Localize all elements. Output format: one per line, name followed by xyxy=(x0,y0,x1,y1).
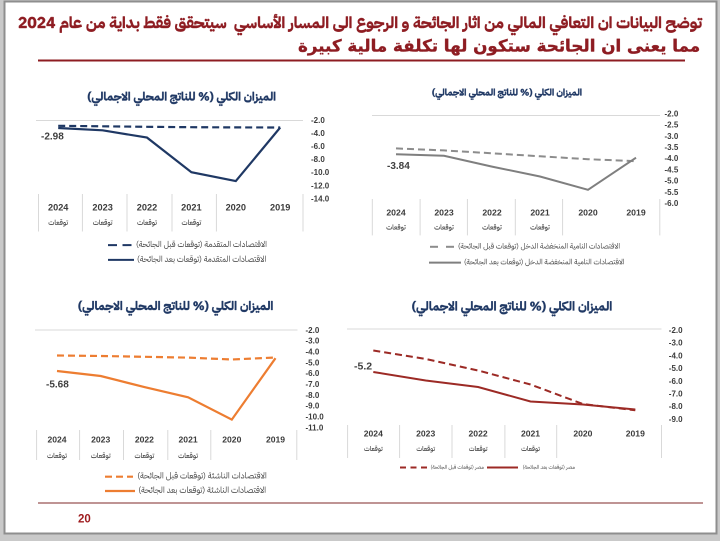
svg-text:2022: 2022 xyxy=(469,429,488,439)
svg-text:-2.0: -2.0 xyxy=(311,116,325,125)
svg-text:2023: 2023 xyxy=(434,208,453,218)
svg-text:-3.5: -3.5 xyxy=(665,143,679,152)
svg-text:-2.0: -2.0 xyxy=(665,109,679,118)
svg-text:2022: 2022 xyxy=(137,203,157,213)
svg-text:2019: 2019 xyxy=(266,435,285,445)
svg-text:2020: 2020 xyxy=(222,435,241,445)
svg-text:-4.0: -4.0 xyxy=(311,129,325,138)
svg-text:2023: 2023 xyxy=(92,203,112,213)
svg-text:-3.84: -3.84 xyxy=(387,161,410,172)
svg-text:2024: 2024 xyxy=(386,208,405,218)
svg-text:2024: 2024 xyxy=(48,203,69,213)
svg-text:-5.68: -5.68 xyxy=(46,380,69,391)
svg-text:-6.0: -6.0 xyxy=(665,199,679,208)
svg-text:-5.5: -5.5 xyxy=(665,188,679,197)
svg-text:2019: 2019 xyxy=(626,429,645,439)
svg-text:-8.0: -8.0 xyxy=(669,402,683,411)
svg-text:2024: 2024 xyxy=(47,435,66,445)
svg-text:-3.0: -3.0 xyxy=(665,132,679,141)
svg-text:-11.0: -11.0 xyxy=(306,423,324,432)
svg-text:-5.0: -5.0 xyxy=(306,358,320,367)
svg-text:-7.0: -7.0 xyxy=(669,390,683,399)
svg-text:-12.0: -12.0 xyxy=(311,181,330,190)
svg-text:-2.98: -2.98 xyxy=(41,132,64,143)
svg-text:-4.0: -4.0 xyxy=(306,348,320,357)
svg-text:-4.5: -4.5 xyxy=(665,165,679,174)
svg-text:-9.0: -9.0 xyxy=(669,415,683,424)
svg-text:2023: 2023 xyxy=(416,429,435,439)
svg-text:2020: 2020 xyxy=(226,203,246,213)
svg-text:-9.0: -9.0 xyxy=(306,402,320,411)
svg-text:2022: 2022 xyxy=(135,435,154,445)
svg-text:-7.0: -7.0 xyxy=(306,380,320,389)
svg-text:-14.0: -14.0 xyxy=(311,194,330,203)
svg-text:-6.0: -6.0 xyxy=(311,142,325,151)
svg-text:2019: 2019 xyxy=(626,208,645,218)
svg-text:-8.0: -8.0 xyxy=(306,391,320,400)
svg-text:2021: 2021 xyxy=(179,435,198,445)
svg-text:-3.0: -3.0 xyxy=(669,339,683,348)
svg-text:20: 20 xyxy=(78,514,91,526)
svg-text:-4.0: -4.0 xyxy=(669,351,683,360)
svg-text:-6.0: -6.0 xyxy=(306,369,320,378)
svg-text:-8.0: -8.0 xyxy=(311,155,325,164)
svg-text:2020: 2020 xyxy=(578,208,597,218)
svg-text:-6.0: -6.0 xyxy=(669,377,683,386)
svg-text:2022: 2022 xyxy=(482,208,501,218)
svg-text:-2.0: -2.0 xyxy=(669,326,683,335)
svg-text:-10.0: -10.0 xyxy=(311,168,330,177)
svg-text:-5.2: -5.2 xyxy=(354,361,372,373)
svg-text:-5.0: -5.0 xyxy=(665,177,679,186)
svg-text:2021: 2021 xyxy=(181,203,201,213)
svg-text:-3.0: -3.0 xyxy=(306,337,320,346)
svg-text:2023: 2023 xyxy=(91,435,110,445)
svg-text:2019: 2019 xyxy=(270,203,290,213)
svg-text:-10.0: -10.0 xyxy=(306,413,325,422)
svg-text:2021: 2021 xyxy=(521,429,540,439)
svg-text:2024: 2024 xyxy=(364,429,383,439)
svg-text:-5.0: -5.0 xyxy=(669,364,683,373)
svg-text:-2.5: -2.5 xyxy=(665,121,679,130)
svg-text:2020: 2020 xyxy=(573,429,592,439)
svg-text:-2.0: -2.0 xyxy=(306,326,320,335)
svg-text:-4.0: -4.0 xyxy=(665,154,679,163)
svg-text:2021: 2021 xyxy=(530,208,549,218)
